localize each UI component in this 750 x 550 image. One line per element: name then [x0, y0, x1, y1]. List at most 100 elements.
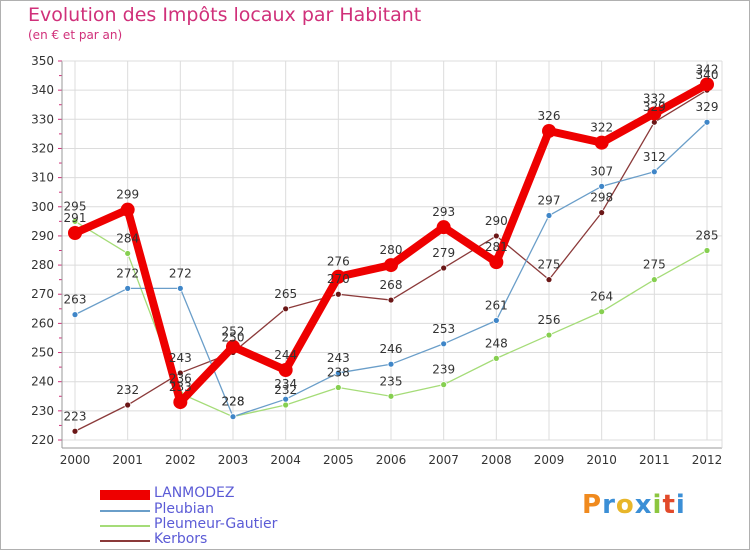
data-label: 243: [327, 351, 350, 365]
data-point-pleumeur-gautier: [282, 401, 290, 409]
data-label: 235: [380, 374, 403, 388]
data-label: 232: [274, 383, 297, 397]
data-label: 239: [432, 363, 455, 377]
data-point-lanmodez: [68, 226, 82, 241]
logo-letter: t: [662, 490, 676, 520]
data-label: 263: [64, 293, 87, 307]
y-tick-label: 350: [31, 54, 54, 68]
data-point-lanmodez: [120, 202, 135, 217]
x-tick-label: 2000: [60, 453, 91, 467]
y-tick-label: 220: [31, 433, 54, 447]
legend-swatch: [100, 525, 150, 527]
data-label: 298: [590, 191, 613, 205]
data-label: 290: [485, 214, 508, 228]
data-label: 252: [222, 325, 245, 339]
data-label: 322: [590, 121, 613, 135]
data-label: 268: [380, 278, 403, 292]
data-label: 295: [64, 199, 87, 213]
data-label: 248: [485, 336, 508, 350]
data-point-pleumeur-gautier: [71, 217, 79, 225]
data-point-lanmodez: [647, 106, 662, 121]
data-point-pleumeur-gautier: [598, 308, 606, 316]
data-label: 243: [169, 351, 192, 365]
legend-swatch: [100, 490, 150, 500]
x-tick-label: 2008: [481, 453, 512, 467]
data-label: 285: [696, 229, 719, 243]
data-label: 279: [432, 246, 455, 260]
data-point-pleubian: [229, 413, 237, 421]
x-tick-label: 2001: [112, 453, 143, 467]
legend-swatch: [100, 510, 150, 512]
data-label: 312: [643, 150, 666, 164]
data-point-pleubian: [282, 395, 290, 403]
data-point-lanmodez: [384, 258, 398, 273]
data-label: 284: [116, 231, 139, 245]
data-point-pleumeur-gautier: [387, 392, 395, 400]
chart-subtitle: (en € et par an): [28, 28, 123, 42]
y-tick-label: 230: [31, 404, 54, 418]
data-point-pleubian: [71, 311, 79, 319]
data-point-pleumeur-gautier: [650, 276, 658, 284]
data-point-kerbors: [598, 209, 606, 217]
y-tick-label: 330: [31, 112, 54, 126]
data-label: 340: [696, 68, 719, 82]
data-point-kerbors: [334, 290, 342, 298]
data-point-kerbors: [176, 369, 184, 377]
data-point-pleumeur-gautier: [334, 384, 342, 391]
x-tick-label: 2012: [692, 453, 723, 467]
data-label: 265: [274, 287, 297, 301]
data-label: 272: [116, 266, 139, 280]
data-label: 234: [274, 377, 297, 391]
data-label: 236: [169, 371, 192, 385]
data-label: 293: [432, 205, 455, 219]
label-layer: 223 232 243 250 265 270 268 279 290 275 298 329 340 2…: [64, 62, 719, 423]
data-label: 256: [538, 313, 561, 327]
legend-label: Pleubian: [154, 501, 215, 517]
y-tick-label: 320: [31, 141, 54, 155]
logo-letter: o: [615, 490, 635, 520]
x-tick-label: 2007: [428, 453, 459, 467]
y-tick-label: 280: [31, 258, 54, 272]
x-tick-label: 2009: [534, 453, 565, 467]
data-point-lanmodez: [173, 395, 188, 410]
data-point-kerbors: [71, 427, 79, 435]
data-label: 275: [538, 258, 561, 272]
chart-title: Evolution des Impôts locaux par Habitant: [28, 4, 422, 26]
data-label: 332: [643, 91, 666, 105]
legend-label: LANMODEZ: [154, 485, 235, 501]
data-point-lanmodez: [700, 77, 714, 92]
y-tick-label: 340: [31, 83, 54, 97]
data-label: 342: [696, 62, 719, 76]
data-label: 275: [643, 258, 666, 272]
data-label: 326: [538, 109, 561, 123]
y-tick-label: 250: [31, 346, 54, 360]
logo-letter: r: [602, 490, 616, 520]
data-label: 281: [485, 240, 508, 254]
data-point-kerbors: [545, 276, 553, 284]
data-point-lanmodez: [331, 269, 346, 284]
data-label: 329: [643, 100, 666, 114]
data-point-pleubian: [176, 284, 184, 292]
data-point-lanmodez: [542, 123, 556, 138]
data-label: 233: [169, 380, 192, 394]
data-label: 223: [64, 409, 87, 423]
x-tick-label: 2011: [639, 453, 670, 467]
data-point-pleubian: [598, 182, 606, 190]
y-tick-label: 240: [31, 375, 54, 389]
data-label: 270: [327, 272, 350, 286]
logo-letter: P: [582, 490, 603, 520]
data-point-kerbors: [440, 264, 448, 272]
data-point-pleumeur-gautier: [545, 331, 553, 339]
y-tick-label: 270: [31, 287, 54, 301]
proxiti-logo: Proxiti: [582, 490, 686, 520]
x-tick-label: 2004: [270, 453, 301, 467]
legend-swatch: [100, 540, 150, 542]
data-point-pleubian: [387, 360, 395, 368]
logo-letter: x: [634, 490, 653, 520]
data-label: 276: [327, 255, 350, 269]
data-label: 232: [116, 383, 139, 397]
x-tick-label: 2010: [586, 453, 617, 467]
data-point-lanmodez: [226, 339, 240, 354]
data-point-kerbors: [124, 401, 132, 409]
